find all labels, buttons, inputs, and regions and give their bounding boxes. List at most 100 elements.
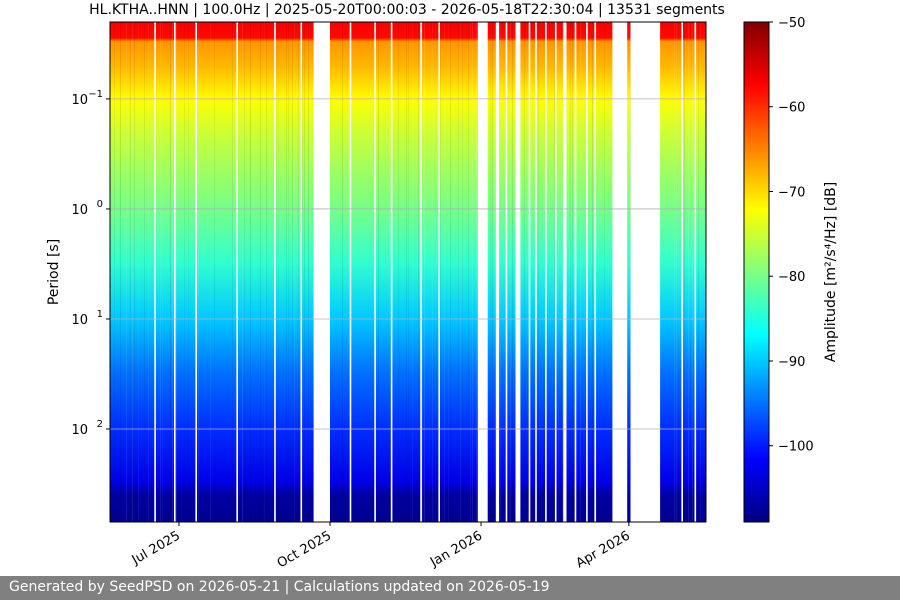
spectrogram-chart: HL.KTHA..HNN | 100.0Hz | 2025-05-20T00:0… bbox=[46, 2, 839, 571]
x-tick-label: Oct 2025 bbox=[275, 528, 334, 571]
chart-title: HL.KTHA..HNN | 100.0Hz | 2025-05-20T00:0… bbox=[89, 2, 725, 18]
texture-stripe bbox=[134, 22, 135, 522]
texture-stripe bbox=[412, 22, 413, 522]
data-gap bbox=[681, 22, 683, 522]
data-gap bbox=[236, 22, 238, 522]
texture-stripe bbox=[406, 22, 407, 522]
texture-stripe bbox=[580, 22, 581, 522]
colorbar-tick-label: −50 bbox=[778, 16, 805, 31]
texture-stripe bbox=[596, 22, 597, 522]
footer-bar: Generated by SeedPSD on 2026-05-21 | Cal… bbox=[0, 576, 900, 600]
y-tick-exponent: −1 bbox=[88, 89, 103, 100]
x-axis: Jul 2025 Oct 2025 Jan 2026 Apr 2026 bbox=[129, 522, 633, 571]
texture-stripe bbox=[176, 22, 177, 522]
texture-stripe bbox=[160, 22, 161, 522]
texture-stripe bbox=[304, 22, 305, 522]
texture-stripe bbox=[266, 22, 267, 522]
data-gap bbox=[563, 22, 567, 522]
texture-stripe bbox=[674, 22, 675, 522]
texture-stripe bbox=[604, 22, 605, 522]
texture-stripe bbox=[462, 22, 463, 522]
texture-stripe bbox=[492, 22, 493, 522]
data-gap bbox=[594, 22, 596, 522]
data-gap bbox=[374, 22, 376, 522]
data-gap bbox=[195, 22, 197, 522]
texture-stripe bbox=[342, 22, 343, 522]
footer-text: Generated by SeedPSD on 2026-05-21 | Cal… bbox=[9, 579, 550, 595]
texture-stripe bbox=[286, 22, 287, 522]
data-gap bbox=[630, 22, 661, 522]
texture-stripe bbox=[126, 22, 127, 522]
texture-stripe bbox=[132, 22, 133, 522]
data-gap bbox=[313, 22, 330, 522]
colorbar-tick-label: −80 bbox=[778, 270, 805, 285]
texture-stripe bbox=[232, 22, 233, 522]
texture-stripe bbox=[170, 22, 171, 522]
data-gap bbox=[495, 22, 500, 522]
data-gap bbox=[545, 22, 547, 522]
colorbar-tick-label: −70 bbox=[778, 185, 805, 200]
data-gap bbox=[515, 22, 521, 522]
texture-stripe bbox=[214, 22, 215, 522]
texture-stripe bbox=[476, 22, 477, 522]
texture-stripe bbox=[472, 22, 473, 522]
texture-stripe bbox=[554, 22, 555, 522]
texture-stripe bbox=[276, 22, 277, 522]
texture-stripe bbox=[242, 22, 243, 522]
spectrogram-image bbox=[110, 22, 706, 522]
texture-stripe bbox=[408, 22, 409, 522]
texture-stripe bbox=[398, 22, 399, 522]
texture-stripe bbox=[172, 22, 173, 522]
texture-stripe bbox=[558, 22, 559, 522]
texture-stripe bbox=[490, 22, 491, 522]
texture-stripe bbox=[184, 22, 185, 522]
texture-stripe bbox=[264, 22, 265, 522]
texture-stripe bbox=[294, 22, 295, 522]
texture-stripe bbox=[130, 22, 131, 522]
texture-stripe bbox=[692, 22, 693, 522]
x-tick-label: Apr 2026 bbox=[574, 528, 633, 571]
y-tick-exponent: 1 bbox=[97, 309, 103, 320]
data-gap bbox=[574, 22, 577, 522]
texture-stripe bbox=[444, 22, 445, 522]
data-gap bbox=[528, 22, 531, 522]
colorbar bbox=[743, 21, 770, 523]
texture-stripe bbox=[500, 22, 501, 522]
data-gap bbox=[274, 22, 276, 522]
colorbar-label: Amplitude [m²/s⁴/Hz] [dB] bbox=[823, 182, 839, 362]
texture-stripe bbox=[198, 22, 199, 522]
texture-stripe bbox=[460, 22, 461, 522]
texture-stripe bbox=[162, 22, 163, 522]
y-tick-exponent: 2 bbox=[97, 419, 103, 430]
plot-frame bbox=[109, 21, 707, 523]
y-tick-label: 10 bbox=[71, 203, 88, 218]
texture-stripe bbox=[676, 22, 677, 522]
texture-stripe bbox=[572, 22, 573, 522]
texture-stripe bbox=[700, 22, 701, 522]
texture-stripe bbox=[138, 22, 139, 522]
y-tick-label: 10 bbox=[71, 93, 88, 108]
texture-stripe bbox=[574, 22, 575, 522]
texture-stripe bbox=[302, 22, 303, 522]
texture-stripe bbox=[260, 22, 261, 522]
texture-stripe bbox=[148, 22, 149, 522]
texture-stripe bbox=[378, 22, 379, 522]
texture-stripe bbox=[524, 22, 525, 522]
texture-stripe bbox=[698, 22, 699, 522]
texture-stripe bbox=[418, 22, 419, 522]
texture-stripe bbox=[188, 22, 189, 522]
data-gap bbox=[612, 22, 628, 522]
texture-stripe bbox=[292, 22, 293, 522]
data-gap bbox=[349, 22, 352, 522]
texture-stripe bbox=[450, 22, 451, 522]
data-gap bbox=[300, 22, 303, 522]
texture-stripe bbox=[470, 22, 471, 522]
y-tick-label: 10 bbox=[71, 313, 88, 328]
colorbar-tick-label: −100 bbox=[778, 440, 814, 455]
y-axis-label: Period [s] bbox=[46, 239, 62, 305]
data-gap bbox=[477, 22, 488, 522]
data-gap bbox=[154, 22, 156, 522]
texture-stripe bbox=[510, 22, 511, 522]
colorbar-tick-label: −90 bbox=[778, 355, 805, 370]
